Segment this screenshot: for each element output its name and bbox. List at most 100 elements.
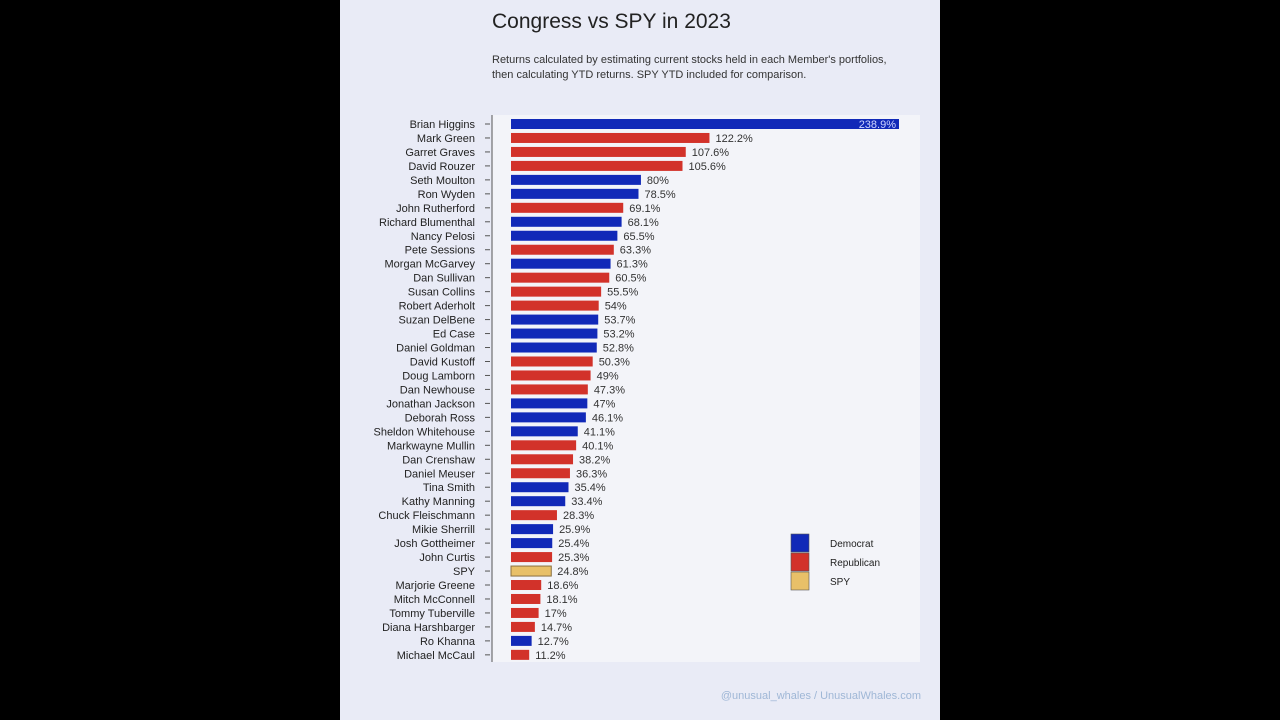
bar: [511, 160, 683, 171]
bar: [511, 286, 602, 297]
data-label: 38.2%: [579, 454, 610, 466]
data-label: 25.9%: [559, 524, 590, 536]
data-label: 24.8%: [557, 566, 588, 578]
legend-swatch: [790, 571, 810, 591]
chart-card: Congress vs SPY in 2023 Returns calculat…: [340, 0, 940, 720]
bar: [511, 426, 578, 437]
y-tick-label: SPY: [453, 566, 476, 578]
bar: [511, 146, 686, 157]
data-label: 107.6%: [692, 147, 730, 159]
data-label: 54%: [605, 301, 627, 313]
bar-chart: Brian Higgins 238.9% Mark Green 122.2% Garre…: [373, 115, 899, 662]
y-tick-label: Markwayne Mullin: [387, 440, 475, 452]
y-tick-label: Dan Newhouse: [400, 384, 475, 396]
data-label: 46.1%: [592, 412, 623, 424]
data-label: 52.8%: [603, 343, 634, 355]
bar: [511, 607, 539, 618]
y-tick-label: Mitch McConnell: [394, 594, 475, 606]
legend-swatch: [790, 533, 810, 553]
bar: [511, 328, 598, 339]
bar: [511, 244, 614, 255]
y-tick-label: Richard Blumenthal: [379, 217, 475, 229]
data-label: 68.1%: [628, 217, 659, 229]
legend-label: Republican: [830, 558, 880, 569]
y-tick-label: Marjorie Greene: [396, 580, 475, 592]
bar: [511, 649, 530, 660]
y-tick-label: Ron Wyden: [418, 189, 475, 201]
data-label: 65.5%: [623, 231, 654, 243]
bar: [511, 621, 535, 632]
data-label: 63.3%: [620, 245, 651, 257]
y-tick-label: Ed Case: [433, 329, 475, 341]
bar: [511, 552, 553, 563]
bar: [511, 580, 542, 591]
y-tick-label: Daniel Goldman: [396, 343, 475, 355]
data-label: 12.7%: [538, 636, 569, 648]
y-tick-label: Suzan DelBene: [399, 315, 475, 327]
data-label: 25.3%: [558, 552, 589, 564]
data-label: 47.3%: [594, 384, 625, 396]
bar: [511, 398, 588, 409]
data-label: 41.1%: [584, 426, 615, 438]
y-tick-label: David Rouzer: [408, 161, 475, 173]
bar: [511, 454, 574, 465]
y-tick-label: Tommy Tuberville: [389, 608, 475, 620]
y-tick-label: Mikie Sherrill: [412, 524, 475, 536]
y-tick-label: Dan Crenshaw: [402, 454, 475, 466]
y-tick-label: Seth Moulton: [410, 175, 475, 187]
chart-title: Congress vs SPY in 2023: [492, 10, 731, 33]
y-tick-label: Brian Higgins: [410, 119, 476, 131]
bar: [511, 230, 618, 241]
data-label: 11.2%: [535, 650, 566, 662]
y-tick-label: Pete Sessions: [405, 245, 476, 257]
y-tick-label: Kathy Manning: [402, 496, 475, 508]
footer-credit: @unusual_whales / UnusualWhales.com: [720, 690, 921, 702]
bar: [511, 174, 641, 185]
bar: [511, 132, 710, 143]
y-tick-label: Michael McCaul: [397, 650, 475, 662]
y-tick-label: Garret Graves: [405, 147, 475, 159]
y-tick-label: David Kustoff: [410, 356, 476, 368]
bar: [511, 202, 624, 213]
y-tick-label: Daniel Meuser: [404, 468, 475, 480]
y-tick-label: Nancy Pelosi: [411, 231, 475, 243]
y-tick-label: Robert Aderholt: [399, 301, 475, 313]
data-label: 17%: [545, 608, 567, 620]
y-tick-label: Doug Lamborn: [402, 370, 475, 382]
legend-swatch: [790, 552, 810, 572]
data-label: 33.4%: [571, 496, 602, 508]
bar: [511, 370, 591, 381]
bar: [511, 314, 599, 325]
bar: [511, 635, 532, 646]
data-label: 53.2%: [603, 329, 634, 341]
data-label: 80%: [647, 175, 669, 187]
bar: [510, 565, 552, 577]
bar: [511, 496, 566, 507]
bar: [511, 440, 577, 451]
y-tick-label: Chuck Fleischmann: [378, 510, 475, 522]
chart-subtitle: Returns calculated by estimating current…: [492, 54, 887, 81]
data-label: 18.1%: [546, 594, 577, 606]
bar: [511, 272, 610, 283]
legend-label: SPY: [830, 577, 850, 588]
data-label: 69.1%: [629, 203, 660, 215]
data-label: 105.6%: [689, 161, 727, 173]
y-tick-label: Ro Khanna: [420, 636, 476, 648]
y-tick-label: Deborah Ross: [405, 412, 476, 424]
bar: [511, 468, 570, 479]
bar: [511, 300, 599, 311]
data-label: 122.2%: [715, 133, 753, 145]
data-label: 36.3%: [576, 468, 607, 480]
data-label: 18.6%: [547, 580, 578, 592]
bar: [511, 188, 639, 199]
y-tick-label: Josh Gottheimer: [394, 538, 475, 550]
bar: [511, 524, 554, 535]
y-tick-label: Mark Green: [417, 133, 475, 145]
data-label: 50.3%: [599, 356, 630, 368]
bar: [511, 384, 588, 395]
bar: [511, 482, 569, 493]
bar: [511, 216, 622, 227]
y-tick-label: Jonathan Jackson: [386, 398, 475, 410]
data-label: 53.7%: [604, 315, 635, 327]
y-tick-label: Diana Harshbarger: [382, 622, 475, 634]
